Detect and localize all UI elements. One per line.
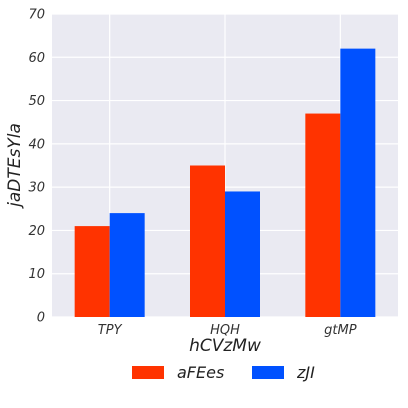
- bar-zJI-TPY: [109, 213, 145, 317]
- legend-swatch-zJI: [252, 366, 284, 379]
- y-tick-label: 40: [28, 137, 45, 152]
- legend-swatch-aFEes: [132, 366, 164, 379]
- bar-aFEes-gtMP: [305, 113, 341, 317]
- y-tick-label: 10: [28, 267, 45, 282]
- x-tick-label: TPY: [98, 323, 123, 338]
- y-axis-label: jaDTEsYla: [5, 123, 25, 209]
- bar-zJI-HQH: [225, 191, 260, 317]
- legend-label-zJI: zJI: [296, 363, 315, 382]
- y-tick-labels: 0 10 20 30 40 50 60 70: [28, 8, 45, 326]
- bar-aFEes-HQH: [190, 165, 225, 317]
- y-tick-label: 70: [28, 8, 45, 23]
- legend-label-aFEes: aFEes: [177, 363, 224, 382]
- y-tick-label: 60: [28, 51, 45, 66]
- y-tick-label: 30: [28, 181, 45, 196]
- bar-zJI-gtMP: [340, 48, 376, 317]
- y-tick-label: 50: [28, 94, 45, 109]
- legend: aFEes zJI: [132, 363, 315, 382]
- y-tick-label: 0: [37, 311, 45, 326]
- bar-aFEes-TPY: [74, 226, 110, 317]
- x-tick-label: gtMP: [324, 323, 357, 338]
- x-tick-label: HQH: [210, 323, 240, 338]
- x-tick-labels: TPY HQH gtMP: [98, 323, 357, 338]
- bars: [74, 48, 376, 317]
- x-axis-label: hCVzMw: [189, 336, 261, 356]
- y-tick-label: 20: [28, 224, 45, 239]
